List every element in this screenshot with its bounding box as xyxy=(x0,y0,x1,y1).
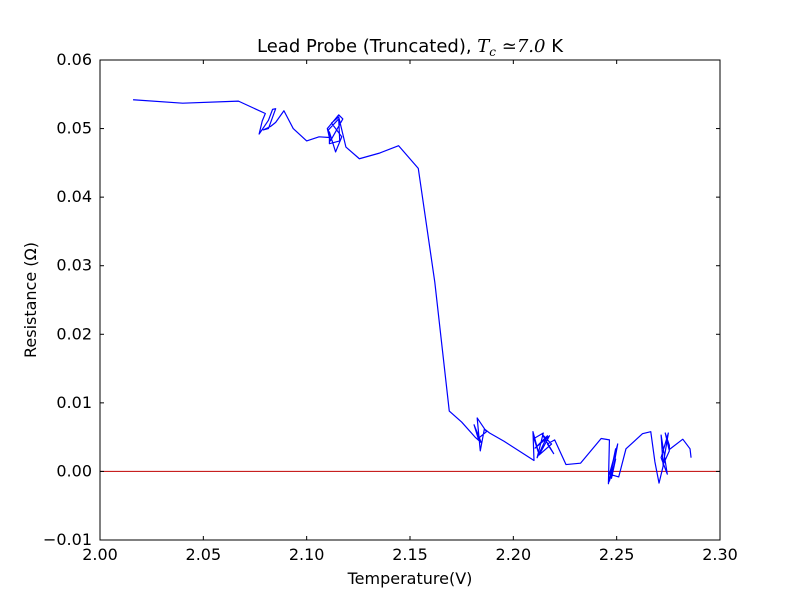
x-tick-label: 2.30 xyxy=(702,545,738,564)
y-tick-label: 0.06 xyxy=(56,50,92,69)
chart-title-unit: K xyxy=(545,36,564,57)
x-axis-label: Temperature(V) xyxy=(347,569,473,588)
x-tick-label: 2.00 xyxy=(82,545,118,564)
chart-title-symbol: T xyxy=(477,36,491,57)
chart-title-prefix: Lead Probe (Truncated), xyxy=(257,36,477,57)
axes-frame xyxy=(99,59,721,541)
chart-title-subscript: c xyxy=(489,45,496,59)
y-tick-label: 0.01 xyxy=(56,393,92,412)
x-tick-label: 2.20 xyxy=(496,545,532,564)
y-tick-label: 0.05 xyxy=(56,119,92,138)
data-marks xyxy=(100,99,720,485)
plot-area xyxy=(99,59,721,541)
x-tick-label: 2.10 xyxy=(289,545,325,564)
y-axis-label: Resistance (Ω) xyxy=(21,242,40,358)
resistance-series-line xyxy=(133,99,692,485)
x-tick-labels: 2.00 2.05 2.10 2.15 2.20 2.25 2.30 xyxy=(82,545,738,564)
y-tick-label: 0.00 xyxy=(56,461,92,480)
x-tick-label: 2.05 xyxy=(186,545,222,564)
y-tick-label: 0.04 xyxy=(56,187,92,206)
chart-title: Lead Probe (Truncated), Tc ≃7.0 K xyxy=(257,36,564,59)
x-tick-label: 2.15 xyxy=(392,545,428,564)
y-tick-label: 0.02 xyxy=(56,324,92,343)
y-tick-label: 0.03 xyxy=(56,256,92,275)
y-tick-label: −0.01 xyxy=(43,530,92,549)
x-tick-label: 2.25 xyxy=(599,545,635,564)
chart-title-relation: ≃7.0 xyxy=(496,36,545,57)
y-tick-labels: −0.01 0.00 0.01 0.02 0.03 0.04 0.05 0.06 xyxy=(43,50,92,549)
